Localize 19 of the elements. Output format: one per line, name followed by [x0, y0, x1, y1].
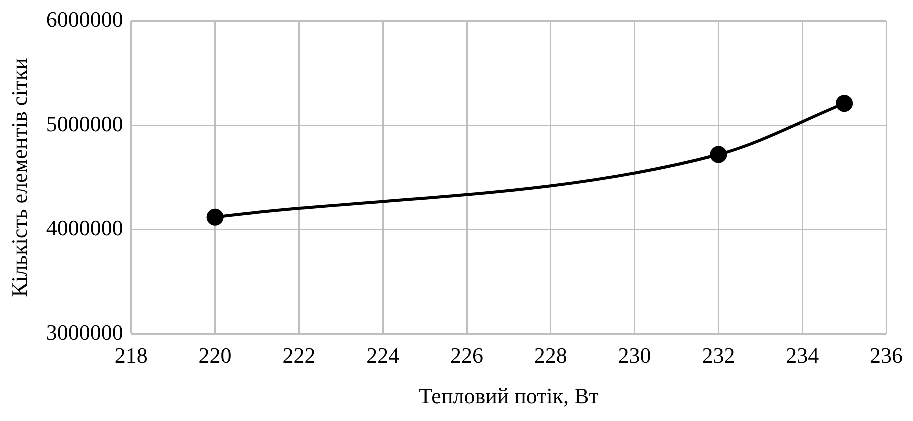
point: [836, 95, 854, 112]
x-axis-title: Тепловий потік, Вт: [419, 384, 600, 409]
point: [206, 208, 224, 226]
y-tick-label: 4000000: [46, 216, 124, 241]
x-tick-label: 226: [450, 343, 484, 368]
x-tick-label: 222: [282, 343, 316, 368]
x-tick-label: 232: [702, 343, 736, 368]
y-tick-label: 6000000: [46, 6, 124, 32]
x-tick-label: 230: [618, 343, 652, 368]
x-tick-label: 218: [114, 343, 148, 368]
y-axis-title: Кількість елементів сітки: [6, 58, 32, 298]
x-tick-label: 234: [786, 343, 820, 368]
y-tick-label: 3000000: [46, 320, 124, 345]
x-tick-label: 236: [870, 343, 903, 368]
x-tick-label: 220: [198, 343, 232, 368]
point: [710, 146, 728, 164]
y-tick-label: 5000000: [46, 111, 124, 136]
x-tick-label: 228: [534, 343, 568, 368]
x-tick-label: 224: [366, 343, 400, 368]
